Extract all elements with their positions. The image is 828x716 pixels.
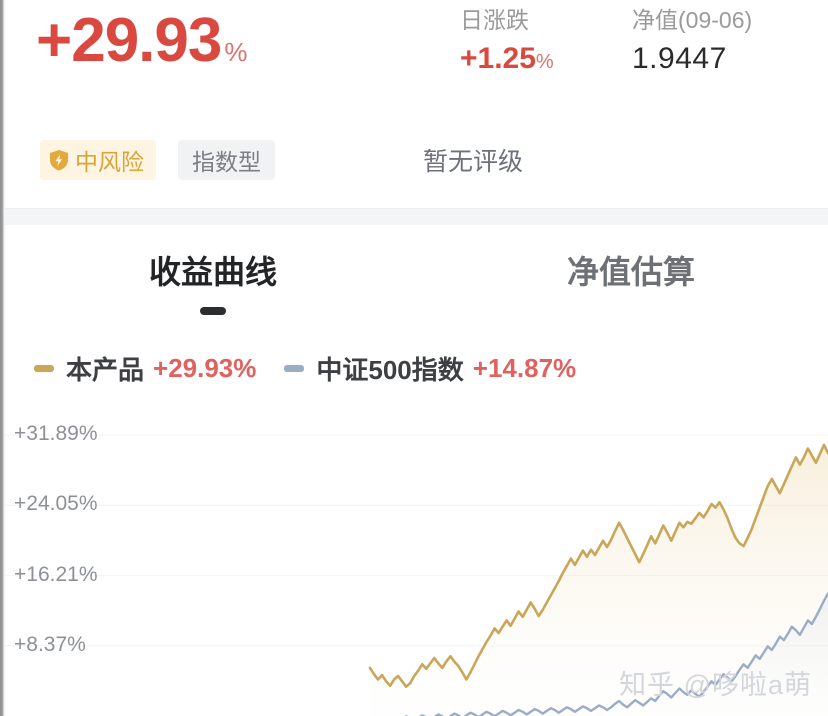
rating-label: 暂无评级 [423, 148, 524, 176]
net-value-label: 净值(09-06) [632, 7, 753, 33]
legend-label-benchmark: 中证500指数 [316, 355, 464, 385]
chart-line-product [368, 443, 828, 688]
fund-summary-header: +29.93 % 日涨跌 +1.25% 净值(09-06) 1.9447 [0, 0, 828, 227]
tab-return-curve-label: 收益曲线 [148, 254, 277, 290]
chart-legend: 本产品 +29.93% 中证500指数 +14.87% [34, 350, 576, 387]
legend-color-swatch-product [34, 365, 54, 372]
legend-label-product: 本产品 [66, 355, 145, 385]
y-axis-tick-label: +31.89% [14, 422, 98, 446]
total-return-value: +29.93 [36, 6, 222, 75]
daily-change-percent-sign: % [535, 51, 554, 74]
return-curve-chart-card: 本产品 +29.93% 中证500指数 +14.87% [0, 322, 828, 716]
daily-change-block: 日涨跌 +1.25% [460, 7, 554, 75]
legend-color-swatch-benchmark [284, 365, 305, 372]
shield-icon [50, 150, 68, 171]
tab-return-curve[interactable]: 收益曲线 [138, 247, 288, 315]
chart-plot-area[interactable]: +31.89% +24.05% +16.21% +8.37% [0, 400, 828, 716]
chart-series-canvas [0, 434, 828, 716]
legend-item-benchmark[interactable]: 中证500指数 +14.87% [284, 350, 576, 387]
risk-level-badge[interactable]: 中风险 [40, 140, 156, 180]
daily-change-value-wrap: +1.25% [460, 42, 554, 75]
total-return-block: +29.93 % [36, 10, 247, 72]
risk-level-label: 中风险 [75, 149, 144, 175]
watermark-text: 知乎 @哆啦a萌 [619, 670, 812, 700]
tab-nav-estimate[interactable]: 净值估算 [556, 247, 706, 315]
legend-value-product: +29.93% [153, 353, 257, 383]
tab-active-indicator [200, 307, 226, 315]
y-axis-tick-label: +8.37% [14, 632, 86, 656]
net-value-block: 净值(09-06) 1.9447 [632, 7, 753, 76]
fund-type-badge[interactable]: 指数型 [178, 140, 275, 180]
y-axis-tick-label: +16.21% [14, 562, 98, 586]
legend-value-benchmark: +14.87% [472, 353, 577, 383]
legend-item-product[interactable]: 本产品 +29.93% [34, 350, 256, 387]
tab-nav-estimate-label: 净值估算 [566, 254, 695, 290]
net-value-value: 1.9447 [632, 42, 727, 76]
screen-left-edge [0, 0, 5, 716]
badges-row: 中风险 指数型 暂无评级 [0, 128, 828, 192]
y-axis-tick-label: +24.05% [14, 492, 98, 516]
chart-area-product [370, 444, 828, 716]
fund-type-label: 指数型 [192, 149, 261, 175]
total-return-percent-sign: % [224, 37, 248, 67]
chart-line-benchmark [390, 592, 828, 716]
tab-inactive-indicator [618, 307, 644, 315]
chart-tabs: 收益曲线 净值估算 [0, 225, 828, 325]
stats-row: +29.93 % 日涨跌 +1.25% 净值(09-06) 1.9447 [0, 0, 828, 118]
daily-change-value: +1.25 [460, 42, 536, 76]
daily-change-label: 日涨跌 [460, 7, 529, 33]
